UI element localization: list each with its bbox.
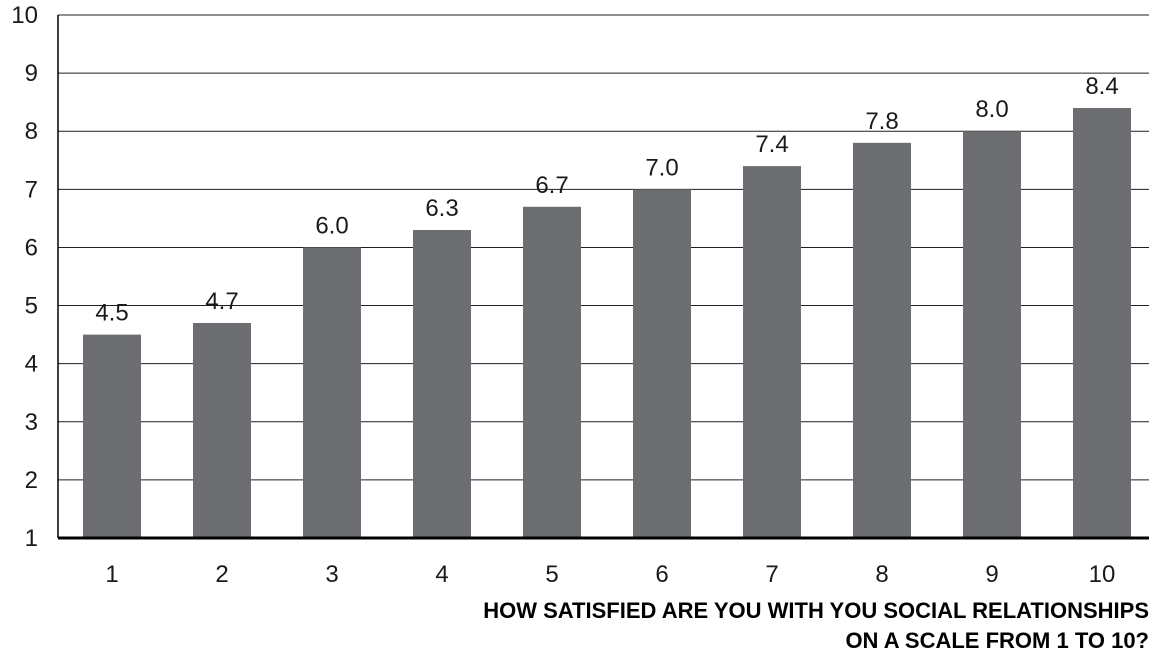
x-tick-label: 10: [1089, 561, 1116, 588]
y-tick-label: 1: [25, 525, 38, 552]
x-tick-label: 1: [105, 561, 118, 588]
y-tick-label: 3: [25, 409, 38, 436]
x-tick-label: 2: [215, 561, 228, 588]
bar: [193, 322, 251, 538]
x-tick-label: 7: [765, 561, 778, 588]
data-label: 4.7: [205, 288, 238, 315]
data-label: 7.8: [865, 108, 898, 135]
data-label: 7.0: [645, 154, 678, 181]
y-tick-label: 6: [25, 234, 38, 261]
x-axis-title-line-2: ON A SCALE FROM 1 TO 10?: [845, 628, 1149, 653]
x-tick-label: 8: [875, 561, 888, 588]
y-tick-label: 7: [25, 176, 38, 203]
data-label: 6.0: [315, 212, 348, 239]
data-label: 6.3: [425, 195, 458, 222]
bar: [963, 131, 1021, 538]
data-labels: 4.5 4.7 6.0 6.3 6.7 7.0 7.4 7.8 8.0 8.4: [95, 73, 1118, 327]
bar: [1073, 107, 1131, 538]
bar: [83, 334, 141, 538]
bar: [633, 189, 691, 539]
x-tick-label: 9: [985, 561, 998, 588]
x-tick-label: 4: [435, 561, 448, 588]
bars: [83, 107, 1131, 539]
data-label: 6.7: [535, 172, 568, 199]
y-tick-label: 8: [25, 118, 38, 145]
y-tick-label: 10: [11, 2, 38, 29]
bar: [853, 142, 911, 538]
x-tick-label: 5: [545, 561, 558, 588]
y-tick-label: 5: [25, 293, 38, 320]
bar: [743, 166, 801, 539]
data-label: 4.5: [95, 300, 128, 327]
y-tick-label: 4: [25, 351, 38, 378]
data-label: 8.4: [1085, 73, 1118, 100]
bar: [413, 230, 471, 538]
x-tick-label: 6: [655, 561, 668, 588]
y-tick-label: 9: [25, 60, 38, 87]
data-label: 8.0: [975, 96, 1008, 123]
bar: [303, 247, 361, 538]
y-tick-label: 2: [25, 467, 38, 494]
x-axis-title-line-1: HOW SATISFIED ARE YOU WITH YOU SOCIAL RE…: [483, 598, 1149, 623]
y-axis-ticks: 1 2 3 4 5 6 7 8 9 10: [11, 2, 38, 552]
bar: [523, 206, 581, 538]
x-axis-ticks: 1 2 3 4 5 6 7 8 9 10: [105, 561, 1115, 588]
x-tick-label: 3: [325, 561, 338, 588]
data-label: 7.4: [755, 131, 788, 158]
